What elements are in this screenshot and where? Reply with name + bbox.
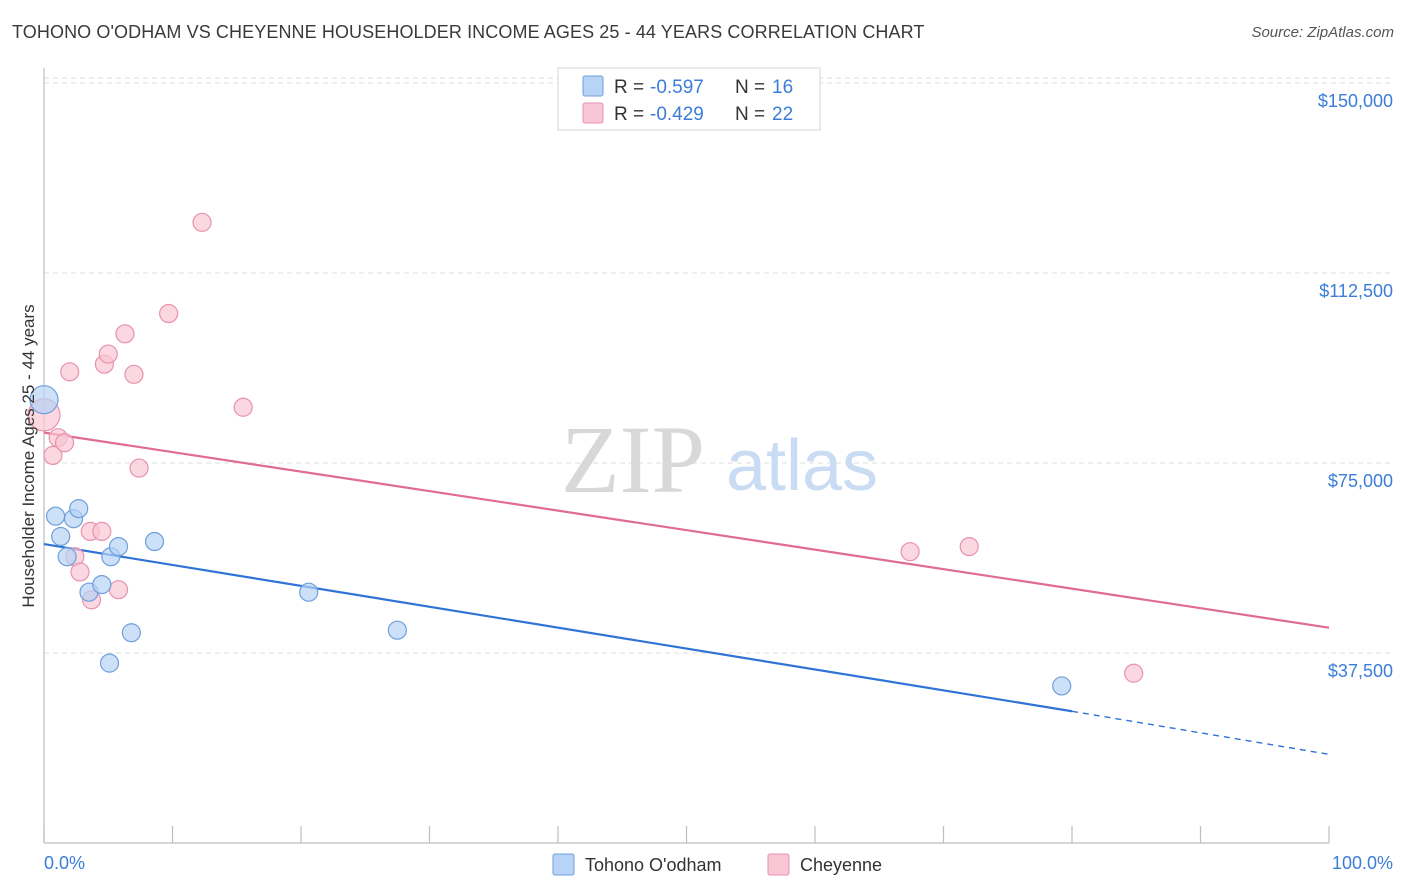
point-cheyenne-15 xyxy=(129,458,149,478)
point-tohono-11 xyxy=(99,653,120,673)
point-tohono-13 xyxy=(299,582,319,602)
bottom-legend-label-tohono: Tohono O'odham xyxy=(585,855,722,875)
point-cheyenne-14 xyxy=(124,364,144,384)
legend-r-value-tohono: -0.597 xyxy=(650,77,704,98)
point-tohono-2 xyxy=(51,526,71,547)
bottom-legend-swatch-tohono xyxy=(552,853,575,876)
point-cheyenne-9 xyxy=(92,521,112,542)
trend-line-tohono xyxy=(43,542,1073,713)
point-tohono-14 xyxy=(387,620,407,640)
legend-n-value-tohono: 16 xyxy=(772,77,793,98)
legend-swatch-cheyenne xyxy=(582,102,604,124)
bottom-legend-swatch-cheyenne xyxy=(767,853,790,876)
y-axis-title: Householder Income Ages 25 - 44 years xyxy=(19,304,38,607)
point-cheyenne-13 xyxy=(115,324,135,344)
trend-lines xyxy=(43,431,1330,756)
legend-r-label-cheyenne: R = xyxy=(614,104,644,125)
point-cheyenne-12 xyxy=(108,580,129,600)
point-cheyenne-20 xyxy=(959,536,979,557)
watermark-zip: ZIP xyxy=(561,406,705,513)
point-cheyenne-16 xyxy=(159,303,179,324)
point-cheyenne-18 xyxy=(233,397,253,417)
point-tohono-15 xyxy=(1052,676,1072,696)
y-tick-label-3: $150,000 xyxy=(1318,91,1393,111)
y-tick-labels: $37,500 $75,000 $112,500 $150,000 xyxy=(1318,91,1393,681)
x-tick-label-max: 100.0% xyxy=(1332,853,1393,873)
source-credit: Source: ZipAtlas.com xyxy=(1251,24,1394,41)
correlation-legend: R = -0.597 N = 16 R = -0.429 N = 22 xyxy=(557,67,821,131)
legend-n-value-cheyenne: 22 xyxy=(772,104,793,125)
point-tohono-7 xyxy=(92,574,112,595)
bottom-legend-label-cheyenne: Cheyenne xyxy=(800,855,882,875)
point-tohono-12 xyxy=(144,531,165,552)
point-tohono-5 xyxy=(69,499,89,519)
point-cheyenne-11 xyxy=(98,344,118,364)
point-tohono-3 xyxy=(57,547,77,567)
watermark-atlas: atlas xyxy=(726,426,878,506)
legend-r-value-cheyenne: -0.429 xyxy=(650,104,704,125)
legend-n-label-tohono: N = xyxy=(735,77,765,98)
point-tohono-9 xyxy=(108,536,129,557)
y-tick-label-0: $37,500 xyxy=(1328,661,1393,681)
watermark: ZIP atlas xyxy=(561,406,878,513)
series-legend: Tohono O'odham Cheyenne xyxy=(552,853,882,876)
x-tick-label-min: 0.0% xyxy=(44,853,85,873)
point-tohono-0 xyxy=(29,385,59,415)
point-cheyenne-1 xyxy=(43,445,63,465)
point-tohono-1 xyxy=(45,506,66,526)
trend-line-tohono-extension xyxy=(1071,710,1330,756)
legend-swatch-tohono xyxy=(582,75,604,97)
point-cheyenne-4 xyxy=(60,362,80,382)
chart-title: TOHONO O'ODHAM VS CHEYENNE HOUSEHOLDER I… xyxy=(12,22,925,42)
trend-line-cheyenne xyxy=(43,431,1330,629)
y-tick-label-1: $75,000 xyxy=(1328,471,1393,491)
point-cheyenne-19 xyxy=(900,542,920,562)
data-points xyxy=(27,212,1144,696)
y-tick-label-2: $112,500 xyxy=(1319,281,1393,301)
point-cheyenne-6 xyxy=(70,562,90,582)
gridlines xyxy=(44,77,1394,654)
legend-n-label-cheyenne: N = xyxy=(735,104,765,125)
point-cheyenne-3 xyxy=(54,433,75,453)
point-cheyenne-21 xyxy=(1124,663,1144,683)
legend-r-label-tohono: R = xyxy=(614,77,644,98)
point-tohono-10 xyxy=(121,623,141,643)
point-cheyenne-17 xyxy=(192,212,212,232)
